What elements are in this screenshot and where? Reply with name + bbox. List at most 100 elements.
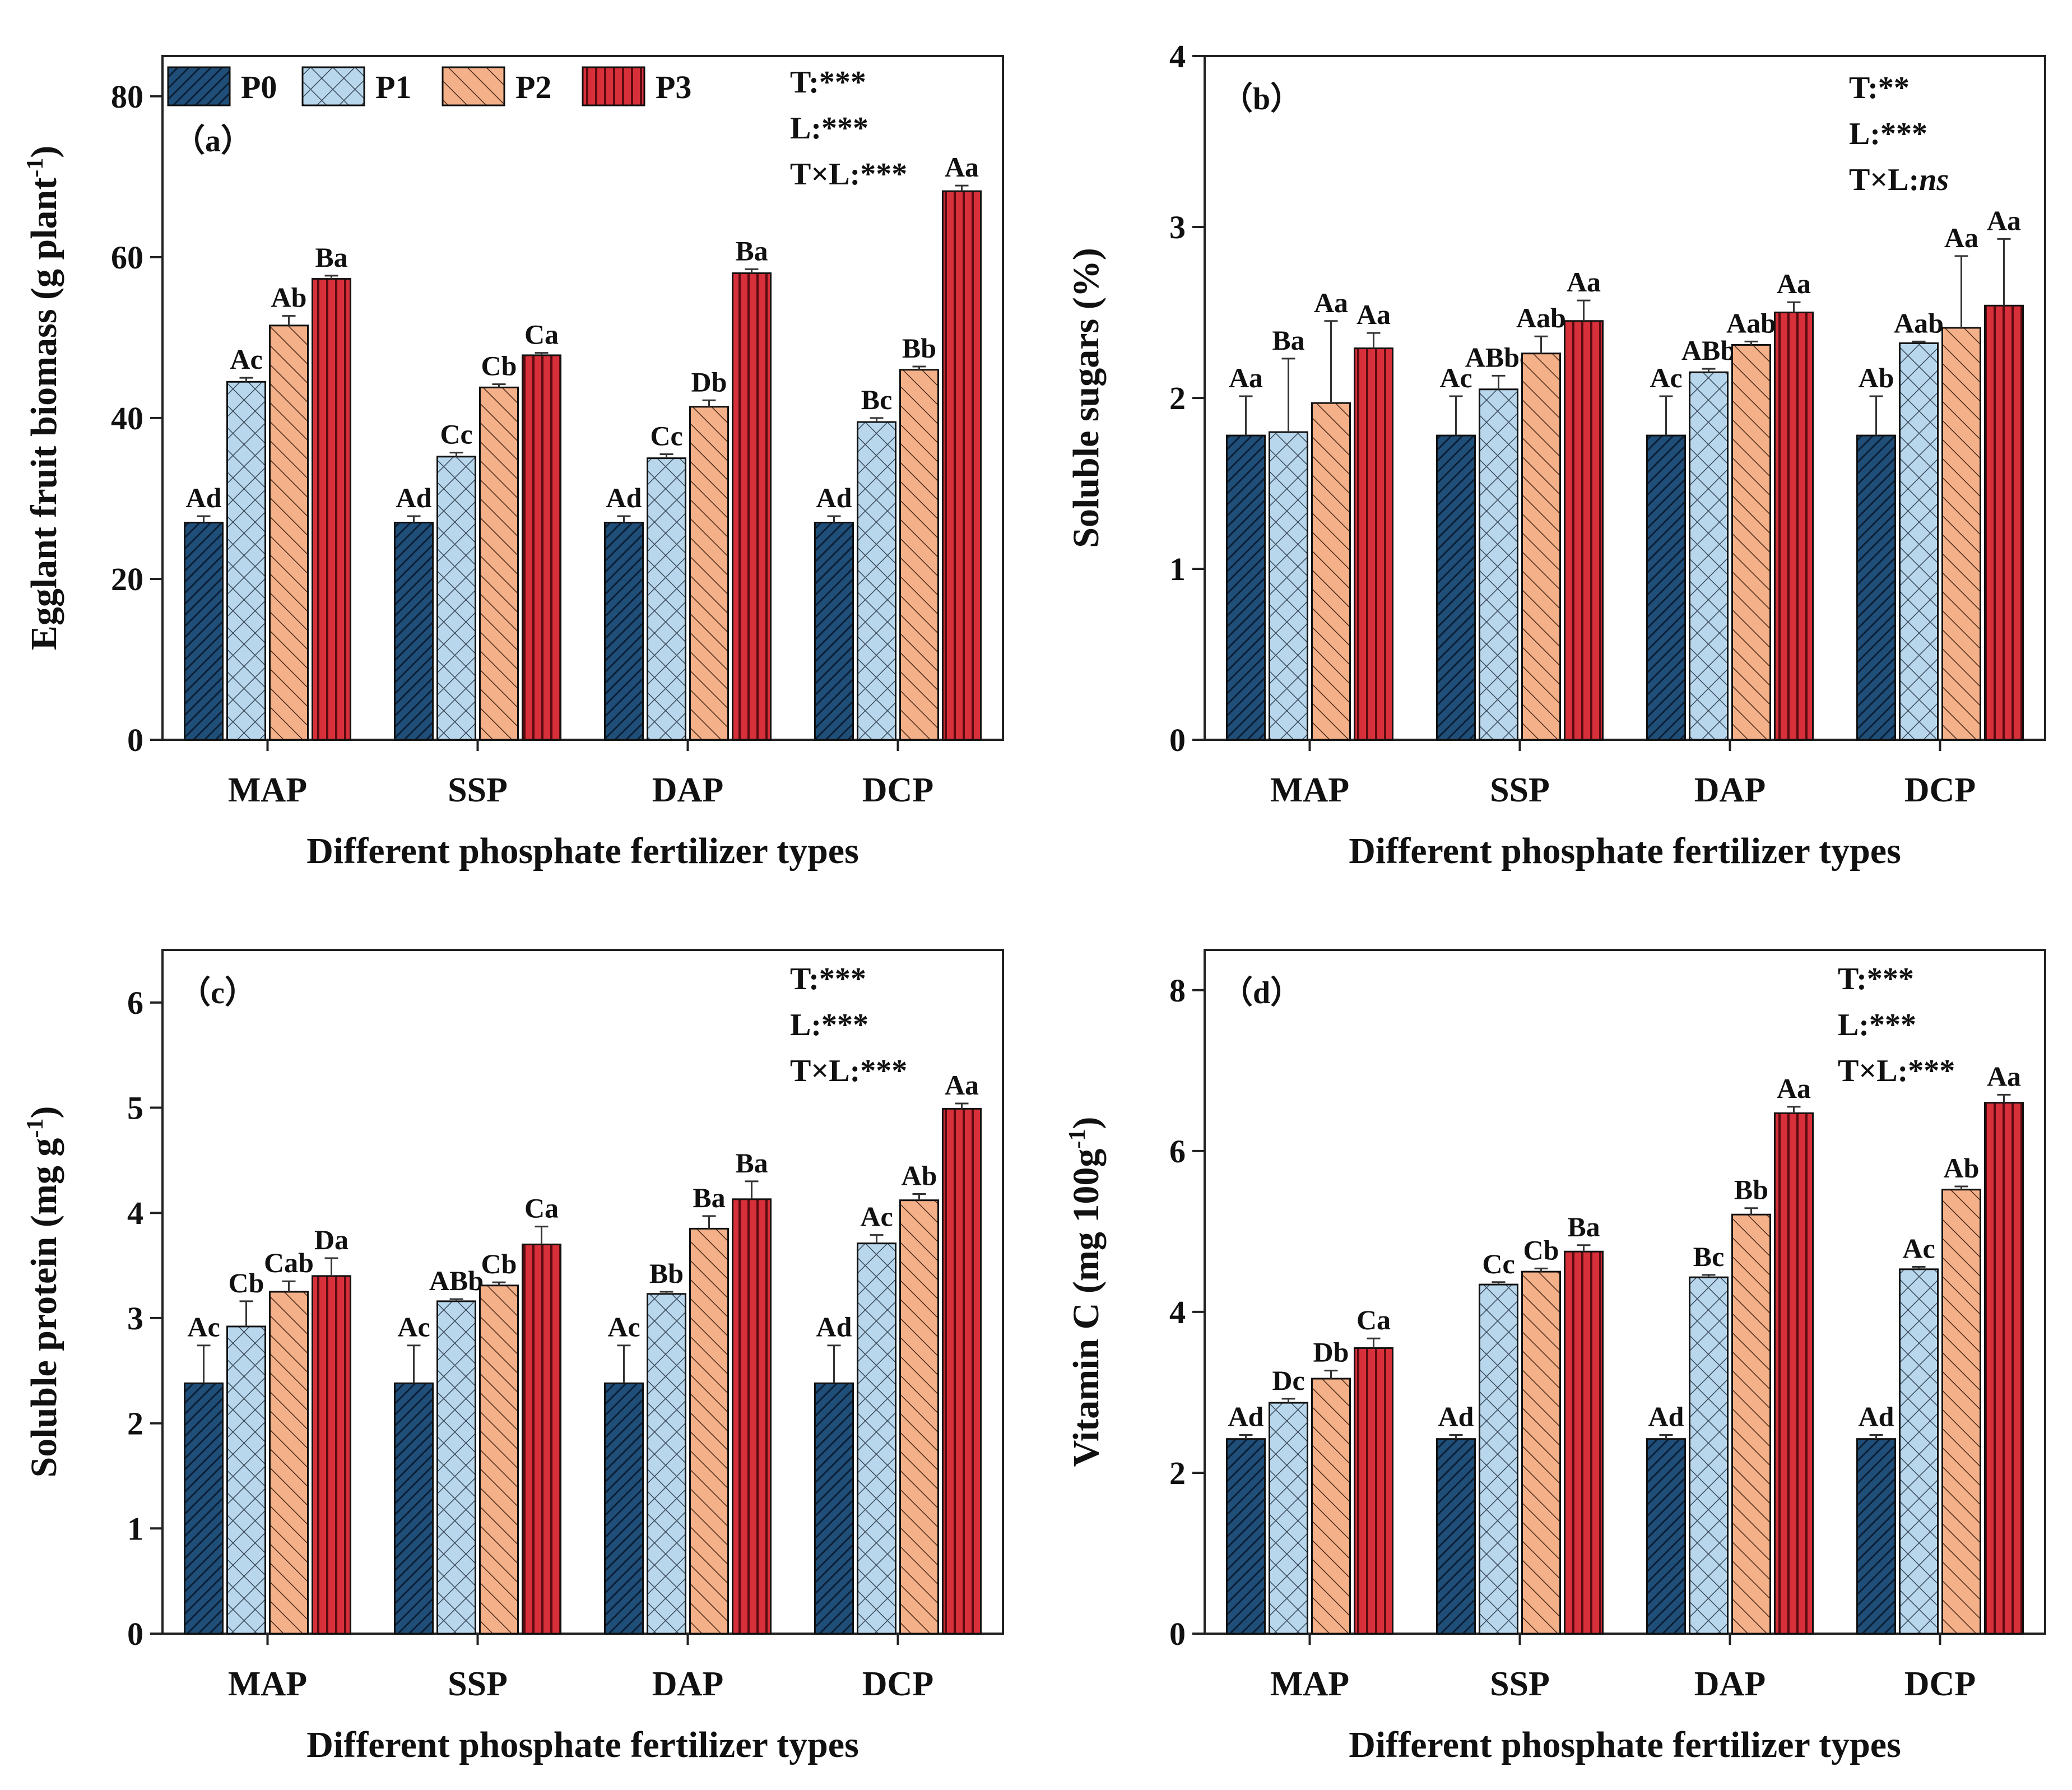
y-axis-label-main: Egglant fruit biomass (g plant (24, 178, 64, 650)
significance-label: Ac (397, 1311, 430, 1343)
bar-p1-dcp (857, 421, 896, 741)
significance-label: Ac (230, 344, 262, 375)
x-tick-label-dap: DAP (1694, 1665, 1766, 1703)
y-axis-label-main: Vitamin C (mg 100g (1066, 1149, 1107, 1467)
x-tick-label-ssp: SSP (448, 771, 508, 809)
x-tick-label-map: MAP (228, 771, 307, 809)
significance-label: Bb (1734, 1174, 1768, 1205)
significance-label: Aa (1567, 266, 1601, 298)
bar-p2-dap (689, 1227, 729, 1635)
y-axis-label: Vitamin C (mg 100g-1) (1065, 1117, 1107, 1467)
y-axis-label-main: Soluble protein (mg g (24, 1138, 64, 1478)
bar-p0-map (1226, 1438, 1266, 1635)
y-tick-label: 20 (111, 561, 143, 597)
bar-p2-map (269, 324, 309, 741)
significance-label: Aa (1314, 287, 1348, 318)
stats-label: T: (790, 962, 819, 996)
significance-label: Cc (1482, 1248, 1514, 1279)
significance-label: Ad (1438, 1401, 1474, 1432)
y-tick-label: 3 (1169, 209, 1186, 245)
stats-label: T: (1838, 962, 1867, 996)
stats-line: T×L:ns (1849, 163, 1949, 197)
significance-label: Ba (315, 242, 347, 273)
legend-swatch-p0 (167, 66, 231, 106)
stats-line: T:*** (790, 65, 866, 100)
x-tick-label-ssp: SSP (1490, 1665, 1550, 1703)
bar-p3-ssp (522, 1244, 561, 1635)
bar-p1-ssp (1479, 388, 1518, 741)
significance-label: Bc (861, 384, 893, 415)
significance-label: Db (1313, 1337, 1349, 1368)
significance-label: Bb (902, 332, 936, 364)
x-tick-label-map: MAP (1270, 1665, 1349, 1703)
significance-label: Ab (1944, 1152, 1980, 1184)
y-tick-label: 80 (111, 78, 143, 115)
y-axis-label: Soluble protein (mg g-1) (22, 1106, 64, 1478)
significance-label: Aa (1229, 362, 1263, 393)
stats-line: T×L:*** (1838, 1054, 1955, 1088)
significance-label: Aa (945, 1069, 979, 1101)
significance-label: Ad (816, 1311, 852, 1343)
significance-label: Da (314, 1224, 349, 1255)
x-tick-label-dap: DAP (1694, 771, 1766, 809)
significance-label: ABb (1681, 335, 1736, 366)
y-tick-label: 0 (127, 722, 143, 758)
stats-line: T:** (1849, 71, 1910, 105)
stats-label: T×L: (1849, 163, 1919, 197)
stats-line: L:*** (790, 111, 868, 146)
y-tick-label: 8 (1169, 972, 1186, 1009)
y-tick-label: 40 (111, 400, 143, 437)
x-axis-title: Different phosphate fertilizer types (306, 831, 859, 871)
bar-p3-ssp (1564, 1250, 1604, 1635)
bar-p1-ssp (1479, 1283, 1518, 1635)
stats-line: L:*** (1849, 117, 1927, 151)
bar-p0-map (184, 521, 224, 741)
y-axis-label: Soluble sugars (%) (1066, 248, 1107, 548)
legend-label-p0: P0 (241, 69, 277, 105)
stats-label: T: (790, 65, 819, 100)
bar-p1-dcp (1899, 1268, 1939, 1635)
stats-label: T×L: (790, 157, 860, 192)
bar-p2-dap (1731, 1213, 1771, 1635)
significance-label: Aa (1987, 1060, 2021, 1092)
significance-label: Cb (1523, 1234, 1559, 1265)
bar-p3-dcp (1984, 1102, 2024, 1635)
significance-label: Db (691, 366, 727, 397)
significance-label: Ba (735, 235, 768, 266)
panel-label: （c） (179, 975, 256, 1010)
bar-p2-ssp (1521, 1270, 1561, 1635)
y-axis-label-tail: ) (24, 146, 64, 158)
bar-p0-dap (604, 521, 644, 741)
stats-value: *** (860, 157, 907, 192)
significance-label: Bb (649, 1258, 684, 1289)
bar-p3-dcp (942, 1107, 982, 1635)
x-tick-label-dap: DAP (652, 771, 723, 809)
significance-label: Ab (1859, 362, 1894, 393)
bar-p1-map (1269, 431, 1308, 741)
x-tick-label-ssp: SSP (448, 1665, 508, 1703)
significance-label: Ad (816, 482, 852, 513)
significance-label: Aa (1777, 1073, 1811, 1104)
significance-label: Ac (1439, 362, 1472, 393)
x-axis-title: Different phosphate fertilizer types (1349, 1724, 1901, 1765)
y-tick-label: 5 (127, 1090, 143, 1126)
stats-line: L:*** (790, 1008, 868, 1042)
y-tick-label: 1 (127, 1510, 143, 1547)
bar-p3-dap (732, 1198, 772, 1635)
bar-p0-map (1226, 434, 1266, 741)
stats-line: T:*** (790, 962, 866, 996)
legend-label-p3: P3 (656, 69, 691, 105)
stats-value: *** (860, 1054, 907, 1088)
y-tick-label: 3 (127, 1300, 143, 1337)
bar-p1-map (226, 1325, 266, 1635)
bar-p3-map (312, 1275, 351, 1635)
bar-p2-dap (689, 406, 729, 741)
stats-value: *** (1869, 1008, 1916, 1042)
bar-p1-dcp (857, 1242, 896, 1635)
significance-label: Ad (396, 482, 432, 513)
significance-label: Cc (650, 420, 682, 451)
significance-label: Ba (735, 1147, 768, 1179)
significance-label: Ca (524, 319, 559, 350)
